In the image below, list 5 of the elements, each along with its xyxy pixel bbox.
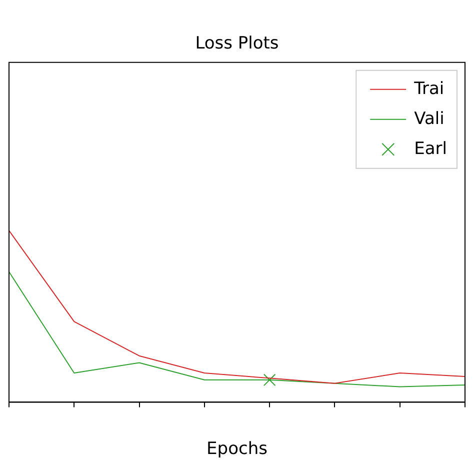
legend-label: Vali bbox=[414, 108, 444, 129]
legend-label: Trai bbox=[413, 78, 444, 99]
x-axis-title: Epochs bbox=[206, 439, 268, 460]
legend-label: Earl bbox=[414, 138, 448, 159]
chart-title: Loss Plots bbox=[195, 34, 279, 54]
